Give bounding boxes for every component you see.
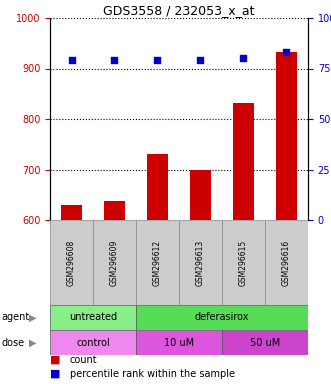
Text: ■: ■ [50,355,61,365]
Text: GSM296613: GSM296613 [196,239,205,286]
Text: percentile rank within the sample: percentile rank within the sample [70,369,235,379]
Bar [136,220,179,305]
Bar [50,305,136,330]
Text: count: count [70,355,98,365]
Bar [136,305,308,330]
Bar [222,330,308,355]
Title: GDS3558 / 232053_x_at: GDS3558 / 232053_x_at [103,4,255,17]
Text: control: control [76,338,110,348]
Bar [276,52,297,220]
Bar [61,205,82,220]
Point [112,57,117,63]
Point [241,55,246,61]
Bar [50,330,136,355]
Bar [265,220,308,305]
Bar [104,201,125,220]
Text: GSM296612: GSM296612 [153,240,162,286]
Bar [222,220,265,305]
Text: agent: agent [2,313,30,323]
Text: GSM296608: GSM296608 [67,239,76,286]
Text: ▶: ▶ [29,338,37,348]
Bar [50,220,93,305]
Text: GSM296615: GSM296615 [239,239,248,286]
Text: untreated: untreated [69,313,117,323]
Text: ▶: ▶ [29,313,37,323]
Text: deferasirox: deferasirox [195,313,249,323]
Text: dose: dose [2,338,25,348]
Point [198,57,203,63]
Text: GSM296609: GSM296609 [110,239,119,286]
Point [155,57,160,63]
Point [69,57,74,63]
Text: GSM296616: GSM296616 [282,239,291,286]
Bar [179,220,222,305]
Text: 50 uM: 50 uM [250,338,280,348]
Bar [93,220,136,305]
Bar [190,169,211,220]
Text: 10 uM: 10 uM [164,338,194,348]
Text: ■: ■ [50,369,61,379]
Bar [147,154,168,220]
Point [284,49,289,55]
Bar [233,103,254,220]
Bar [136,330,222,355]
